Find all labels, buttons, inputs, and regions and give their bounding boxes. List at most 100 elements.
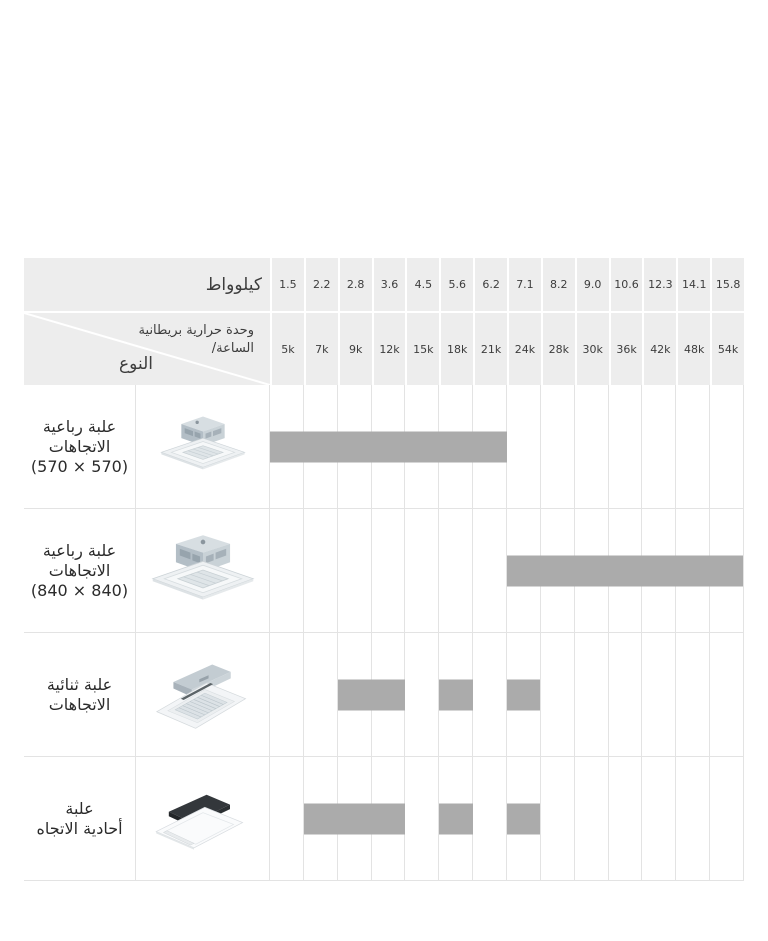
row-image-cell: [136, 633, 270, 756]
table-row: علبة ثنائية الاتجاهات: [24, 633, 744, 757]
btu-value-cell: 7k: [303, 313, 338, 385]
kw-value-cell: 2.8: [337, 258, 372, 311]
capacity-range-area: [270, 509, 744, 632]
kw-value-cell: 4.5: [405, 258, 440, 311]
capacity-lineup-table: كيلوواط 1.5 2.2 2.8 3.6 4.5 5.6 6.2 7.1 8.2 9.0 10…: [24, 258, 745, 881]
grid-cell: [438, 509, 472, 632]
cassette-2way-icon: [155, 663, 246, 729]
kw-value-cell: 3.6: [371, 258, 406, 311]
diagonal-divider-line: [24, 313, 270, 385]
kw-value-cell: 5.6: [439, 258, 474, 311]
btu-value-cell: 54k: [710, 313, 745, 385]
table-row: علبة رباعية الاتجاهات (570 × 570): [24, 385, 744, 509]
kw-value-cell: 7.1: [507, 258, 541, 311]
grid-cell: [709, 757, 743, 880]
kw-value-cell: 14.1: [676, 258, 711, 311]
kw-columns: 1.5 2.2 2.8 3.6 4.5 5.6 6.2 7.1 8.2 9.0 10.6 12.3 14…: [270, 258, 745, 311]
kw-value-cell: 10.6: [608, 258, 643, 311]
grid-cell: [539, 757, 574, 880]
btu-header-row: وحدة حرارية بريطانية /الساعة النوع 5k 7k 9…: [24, 313, 745, 385]
grid-cell: [573, 757, 608, 880]
capacity-range-area: [270, 757, 744, 880]
table-row: علبة أحادية الاتجاه: [24, 757, 744, 881]
btu-value-cell: 15k: [405, 313, 440, 385]
grid-cell: [404, 757, 438, 880]
grid-cell: [607, 633, 642, 756]
type-header-label: النوع: [119, 354, 153, 374]
capacity-bar: [337, 679, 406, 710]
btu-value-cell: 28k: [540, 313, 575, 385]
row-type-label: علبة ثنائية الاتجاهات: [24, 633, 136, 756]
kilowatt-header-row: كيلوواط 1.5 2.2 2.8 3.6 4.5 5.6 6.2 7.1 8.2 9.0 10…: [24, 258, 745, 313]
row-type-label: علبة رباعية الاتجاهات (840 × 840): [24, 509, 136, 632]
capacity-bar: [506, 803, 541, 834]
row-image-cell: [136, 385, 270, 508]
grid-cell: [675, 757, 709, 880]
kw-value-cell: 15.8: [710, 258, 745, 311]
kw-value-cell: 1.5: [270, 258, 304, 311]
btu-value-cell: 36k: [608, 313, 643, 385]
btu-value-cell: 24k: [507, 313, 541, 385]
grid-cell: [270, 633, 303, 756]
grid-cell: [270, 757, 303, 880]
grid-cell: [336, 509, 371, 632]
btu-header-label: وحدة حرارية بريطانية /الساعة: [138, 323, 254, 357]
grid-cell: [675, 633, 709, 756]
kw-value-cell: 12.3: [642, 258, 677, 311]
capacity-bar: [506, 679, 541, 710]
grid-cell: [641, 633, 675, 756]
btu-columns: 5k 7k 9k 12k 15k 18k 21k 24k 28k 30k 36k 42k 48k 54k: [270, 313, 745, 385]
grid-cell: [336, 633, 371, 756]
kw-value-cell: 9.0: [574, 258, 609, 311]
kilowatt-header-label: كيلوواط: [205, 274, 262, 295]
kilowatt-header-cell: كيلوواط: [24, 258, 270, 311]
grid-cell: [370, 509, 405, 632]
grid-cell: [539, 633, 574, 756]
grid-cell: [472, 633, 506, 756]
btu-value-cell: 21k: [473, 313, 508, 385]
btu-value-cell: 18k: [439, 313, 474, 385]
kw-value-cell: 2.2: [303, 258, 338, 311]
grid-cell: [675, 385, 709, 508]
grid-cell: [438, 633, 472, 756]
row-image-cell: [136, 509, 270, 632]
row-image-cell: [136, 757, 270, 880]
grid-cell: [607, 385, 642, 508]
table-body: علبة رباعية الاتجاهات (570 × 570) علبة ر…: [24, 385, 744, 881]
grid-cell: [438, 757, 472, 880]
row-type-label: علبة رباعية الاتجاهات (570 × 570): [24, 385, 136, 508]
grid-cell: [404, 633, 438, 756]
table-row: علبة رباعية الاتجاهات (840 × 840): [24, 509, 744, 633]
cassette-1way-icon: [154, 794, 243, 850]
grid-cell: [573, 633, 608, 756]
grid-cell: [472, 757, 506, 880]
btu-value-cell: 48k: [676, 313, 711, 385]
grid-cell: [539, 385, 574, 508]
grid-cell: [506, 385, 540, 508]
row-type-label: علبة أحادية الاتجاه: [24, 757, 136, 880]
kw-value-cell: 8.2: [540, 258, 575, 311]
grid-cell: [270, 509, 303, 632]
grid-cell: [404, 509, 438, 632]
capacity-bar: [438, 679, 473, 710]
grid-cell: [302, 509, 337, 632]
grid-cell: [573, 385, 608, 508]
capacity-bar: [303, 803, 406, 834]
grid-cell: [302, 633, 337, 756]
grid-cell: [641, 757, 675, 880]
grid-cell: [709, 385, 743, 508]
btu-value-cell: 12k: [371, 313, 406, 385]
capacity-range-area: [270, 633, 744, 756]
capacity-bar: [438, 803, 473, 834]
btu-value-cell: 5k: [270, 313, 304, 385]
capacity-range-area: [270, 385, 744, 508]
kw-value-cell: 6.2: [473, 258, 508, 311]
grid-cell: [302, 757, 337, 880]
grid-cell: [641, 385, 675, 508]
grid-cell: [709, 633, 743, 756]
capacity-bar: [506, 555, 743, 586]
btu-value-cell: 9k: [337, 313, 372, 385]
type-btu-header-cell: وحدة حرارية بريطانية /الساعة النوع: [24, 313, 270, 385]
capacity-bar: [270, 431, 507, 462]
cassette-4way-840-icon: [151, 534, 254, 600]
